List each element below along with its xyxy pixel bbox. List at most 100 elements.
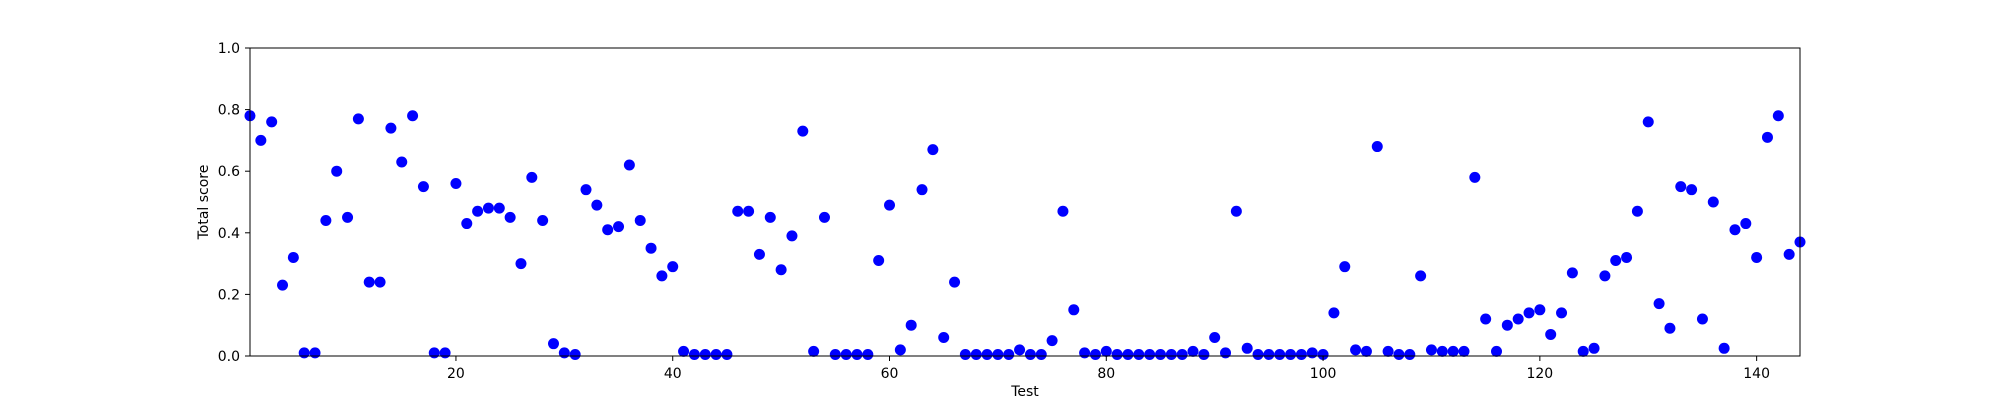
data-point: [905, 319, 917, 331]
data-point: [970, 348, 982, 360]
data-point: [1371, 141, 1383, 153]
data-point: [1328, 307, 1340, 319]
x-tick-label: 60: [881, 366, 899, 382]
data-point: [1610, 255, 1622, 267]
data-point: [916, 184, 928, 196]
data-point: [1491, 345, 1502, 357]
data-point: [1653, 298, 1665, 310]
data-point: [1176, 348, 1188, 360]
data-point: [569, 348, 581, 360]
data-point: [461, 218, 473, 230]
data-point: [1686, 184, 1698, 196]
data-point: [656, 270, 668, 282]
data-point: [1360, 345, 1372, 357]
data-point: [797, 125, 809, 137]
x-tick-label: 100: [1310, 366, 1337, 382]
data-point: [266, 116, 278, 128]
y-tick-label: 0.4: [218, 226, 240, 242]
x-tick-label: 120: [1526, 366, 1553, 382]
data-point: [1198, 348, 1210, 360]
data-point: [472, 205, 484, 217]
data-point: [1003, 348, 1015, 360]
x-tick-label: 40: [664, 366, 682, 382]
data-point: [548, 338, 559, 350]
data-point: [1631, 205, 1643, 217]
data-point: [439, 347, 451, 359]
data-point: [1642, 116, 1654, 128]
data-point: [515, 258, 527, 270]
data-point: [1534, 304, 1546, 316]
y-tick-label: 1.0: [218, 41, 240, 57]
data-point: [1165, 348, 1177, 360]
data-point: [1209, 332, 1221, 344]
data-point: [894, 344, 906, 356]
data-point: [1664, 322, 1676, 334]
data-point: [1772, 110, 1784, 122]
data-point: [1230, 205, 1242, 217]
data-point: [396, 156, 408, 168]
data-point: [1501, 319, 1513, 331]
y-tick-label: 0.8: [218, 103, 240, 119]
data-point: [1263, 348, 1275, 360]
data-point: [352, 113, 364, 125]
data-point: [992, 348, 1004, 360]
data-point: [949, 276, 961, 288]
data-point: [407, 110, 419, 122]
data-point: [493, 202, 505, 214]
data-point: [862, 348, 874, 360]
data-point: [634, 214, 646, 226]
data-point: [287, 251, 299, 263]
data-point: [623, 159, 635, 171]
data-point: [1317, 348, 1329, 360]
data-point: [753, 248, 765, 260]
data-point: [764, 211, 776, 223]
data-point: [1035, 348, 1047, 360]
data-point: [1447, 345, 1459, 357]
data-point: [1675, 181, 1687, 193]
data-point: [1523, 307, 1535, 319]
data-point: [558, 347, 570, 359]
data-point: [277, 279, 289, 291]
data-point: [743, 205, 755, 217]
data-point: [688, 348, 700, 360]
data-point: [1068, 304, 1080, 316]
data-point: [1599, 270, 1611, 282]
data-point: [732, 205, 744, 217]
data-point: [1404, 348, 1416, 360]
data-point: [537, 214, 549, 226]
data-point: [1111, 348, 1123, 360]
data-point: [851, 348, 863, 360]
data-point: [1480, 313, 1492, 325]
data-point: [613, 221, 625, 233]
data-point: [1621, 251, 1633, 263]
data-point: [417, 181, 429, 193]
data-point: [320, 214, 332, 226]
data-point: [938, 332, 950, 344]
data-point: [1458, 345, 1470, 357]
data-point: [721, 348, 733, 360]
data-point: [1382, 345, 1394, 357]
data-point: [981, 348, 993, 360]
x-axis-ticks: 20 40 60 80 100 120 140: [447, 356, 1770, 382]
data-point: [363, 276, 375, 288]
data-point: [580, 184, 592, 196]
plot-frame: [249, 47, 1801, 357]
data-point: [428, 347, 440, 359]
data-point: [1014, 344, 1026, 356]
data-point: [298, 347, 310, 359]
data-point: [602, 224, 614, 236]
data-point: [1393, 348, 1405, 360]
data-point: [959, 348, 971, 360]
x-tick-label: 80: [1097, 366, 1115, 382]
data-point: [1707, 196, 1719, 208]
x-tick-label: 140: [1743, 366, 1770, 382]
y-tick-label: 0.2: [218, 287, 240, 303]
data-point: [829, 348, 841, 360]
data-point: [1469, 171, 1481, 183]
data-point: [808, 345, 820, 357]
data-point: [710, 348, 722, 360]
data-point: [1729, 224, 1741, 236]
data-point: [482, 202, 494, 214]
data-point: [1295, 348, 1307, 360]
data-point: [1187, 345, 1199, 357]
